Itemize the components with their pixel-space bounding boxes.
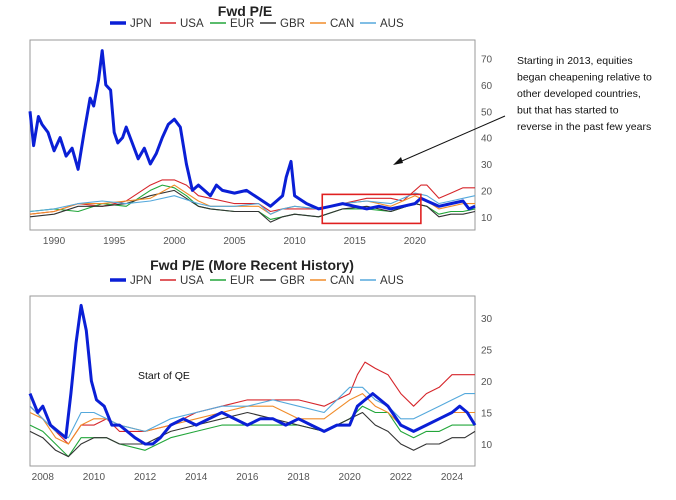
chart1-y-tick: 10 — [481, 213, 493, 224]
annotation-line: other developed countries, — [517, 88, 641, 100]
chart1-title: Fwd P/E — [218, 3, 272, 19]
chart2-line-eur — [29, 405, 475, 458]
legend-label-usa: USA — [180, 275, 204, 287]
chart1-line-jpn — [28, 49, 476, 211]
chart1-line-usa — [29, 179, 475, 215]
annotation-line: Starting in 2013, equities — [517, 55, 633, 67]
chart2-x-tick: 2020 — [339, 472, 362, 483]
chart1-line-aus — [29, 192, 476, 215]
chart2-y-tick: 20 — [481, 377, 493, 388]
chart1-x-tick: 1990 — [43, 236, 66, 247]
chart1-x-tick: 2020 — [404, 236, 427, 247]
chart1-x-tick: 2005 — [223, 236, 246, 247]
chart1-x-tick: 2010 — [283, 236, 306, 247]
chart1-x-axis: 1990 1995 2000 2005 2010 2015 2020 — [43, 236, 426, 247]
chart2-line-jpn — [28, 303, 477, 446]
chart2-x-tick: 2016 — [236, 472, 259, 483]
chart1-y-tick: 50 — [481, 107, 493, 118]
chart2-y-tick: 25 — [481, 346, 493, 357]
chart2-y-tick: 30 — [481, 314, 493, 325]
annotation-line: reverse in the past few years — [517, 121, 651, 133]
chart1-series-group — [28, 49, 476, 223]
chart1-y-tick: 40 — [481, 134, 493, 145]
chart2-x-tick: 2024 — [441, 472, 464, 483]
chart1-highlight-box — [321, 193, 422, 225]
chart1-y-tick: 70 — [481, 54, 493, 65]
chart1-x-tick: 1995 — [103, 236, 126, 247]
legend-label-usa: USA — [180, 18, 204, 30]
legend-label-jpn: JPN — [130, 275, 152, 287]
chart2-line-aus — [29, 386, 475, 439]
annotation-line: began cheapening relative to — [517, 72, 652, 84]
legend-label-eur: EUR — [230, 275, 254, 287]
chart2-line-usa — [29, 361, 475, 445]
annotation-line: but that has started to — [517, 105, 619, 117]
chart1-y-tick: 20 — [481, 186, 493, 197]
annotation-arrow-head — [393, 157, 403, 165]
legend-label-can: CAN — [330, 18, 354, 30]
legend-label-eur: EUR — [230, 18, 254, 30]
chart1-line-gbr — [29, 189, 476, 223]
legend-label-aus: AUS — [380, 275, 404, 287]
legend-label-gbr: GBR — [280, 275, 305, 287]
chart2-x-tick: 2018 — [287, 472, 310, 483]
chart2-x-tick: 2010 — [83, 472, 106, 483]
chart2-y-tick: 15 — [481, 408, 493, 419]
legend-label-jpn: JPN — [130, 18, 152, 30]
chart1-annotation: Starting in 2013, equities began cheapeni… — [517, 55, 652, 133]
chart2-y-tick: 10 — [481, 440, 493, 451]
chart1-line-can — [29, 184, 475, 215]
chart2-x-tick: 2012 — [134, 472, 157, 483]
chart2-title: Fwd P/E (More Recent History) — [150, 257, 354, 273]
chart1-x-tick: 2000 — [163, 236, 186, 247]
legend-label-can: CAN — [330, 275, 354, 287]
chart2-x-axis: 2008 2010 2012 2014 2016 2018 2020 2022 2024 — [32, 472, 464, 483]
chart2-y-axis: 10 15 20 25 30 — [481, 314, 493, 451]
chart1-plot-area — [29, 39, 476, 231]
legend-label-aus: AUS — [380, 18, 404, 30]
legend-label-gbr: GBR — [280, 18, 305, 30]
chart2-x-tick: 2014 — [185, 472, 208, 483]
chart2-annotation: Start of QE — [138, 370, 190, 382]
chart2-x-tick: 2008 — [32, 472, 55, 483]
chart2-x-tick: 2022 — [390, 472, 413, 483]
chart1-y-tick: 30 — [481, 160, 493, 171]
annotation-arrow-line — [394, 115, 506, 165]
chart1-legend: JPN USA EUR GBR CAN AUS — [110, 18, 404, 30]
chart1-x-tick: 2015 — [344, 236, 367, 247]
chart2-legend: JPN USA EUR GBR CAN AUS — [110, 275, 404, 287]
chart2-series-group — [28, 303, 477, 458]
chart1-line-eur — [29, 184, 476, 220]
chart2-plot-area — [29, 295, 476, 467]
chart1-y-axis: 10 20 30 40 50 60 70 — [481, 54, 493, 223]
chart1-y-tick: 60 — [481, 81, 493, 92]
